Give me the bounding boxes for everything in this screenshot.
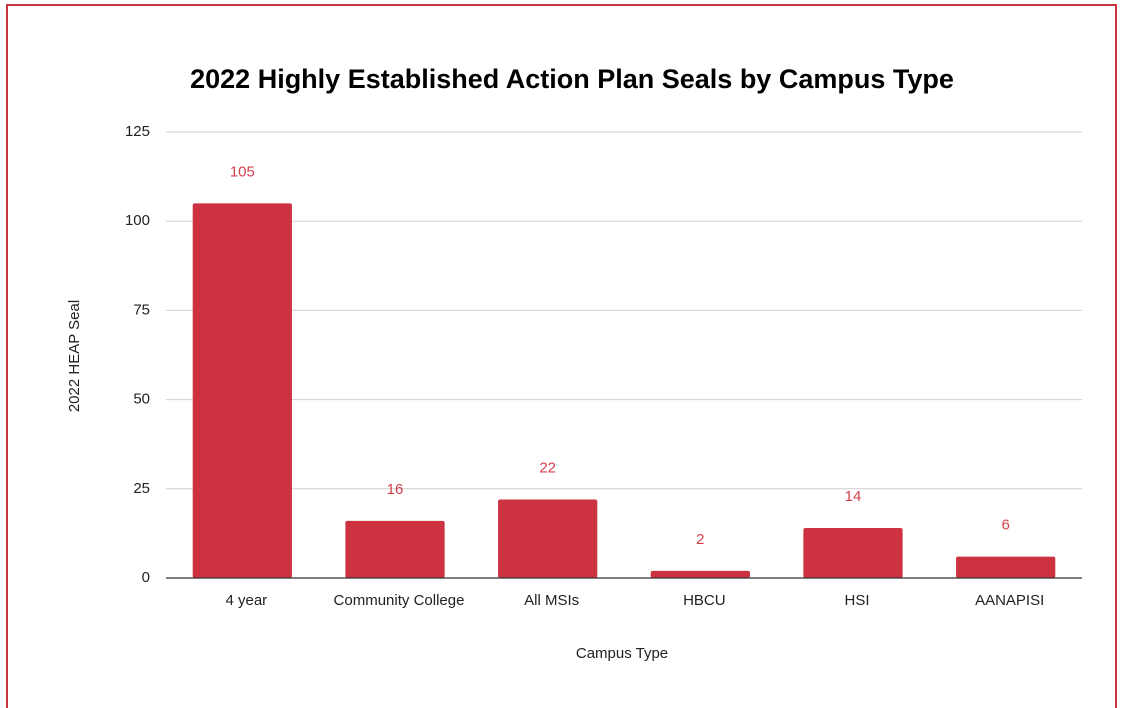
bar (803, 528, 903, 578)
data-label: 2 (696, 531, 704, 548)
x-tick-label: HBCU (683, 592, 726, 609)
y-tick-label: 0 (142, 569, 150, 586)
y-axis-label: 2022 HEAP Seal (66, 300, 83, 412)
y-tick-label: 100 (125, 212, 150, 229)
x-tick-label: HSI (844, 592, 869, 609)
y-tick-label: 25 (133, 480, 150, 497)
y-tick-label: 50 (133, 391, 150, 408)
bar (192, 203, 292, 579)
data-label: 6 (1001, 517, 1009, 534)
data-label: 16 (387, 481, 404, 498)
x-tick-label: AANAPISI (975, 592, 1044, 609)
bar (498, 499, 598, 578)
x-tick-label: All MSIs (524, 592, 579, 609)
frame-border (6, 4, 1117, 708)
data-label: 14 (845, 488, 862, 505)
x-tick-label: Community College (334, 592, 465, 609)
x-tick-label: 4 year (225, 592, 267, 609)
bar (345, 520, 445, 578)
y-tick-label: 75 (133, 301, 150, 318)
bar (956, 556, 1056, 578)
bar (650, 570, 750, 578)
y-tick-label: 125 (125, 123, 150, 140)
chart-title: 2022 Highly Established Action Plan Seal… (190, 64, 954, 94)
data-label: 105 (230, 163, 255, 180)
data-label: 22 (539, 459, 556, 476)
x-axis-label: Campus Type (576, 645, 668, 662)
